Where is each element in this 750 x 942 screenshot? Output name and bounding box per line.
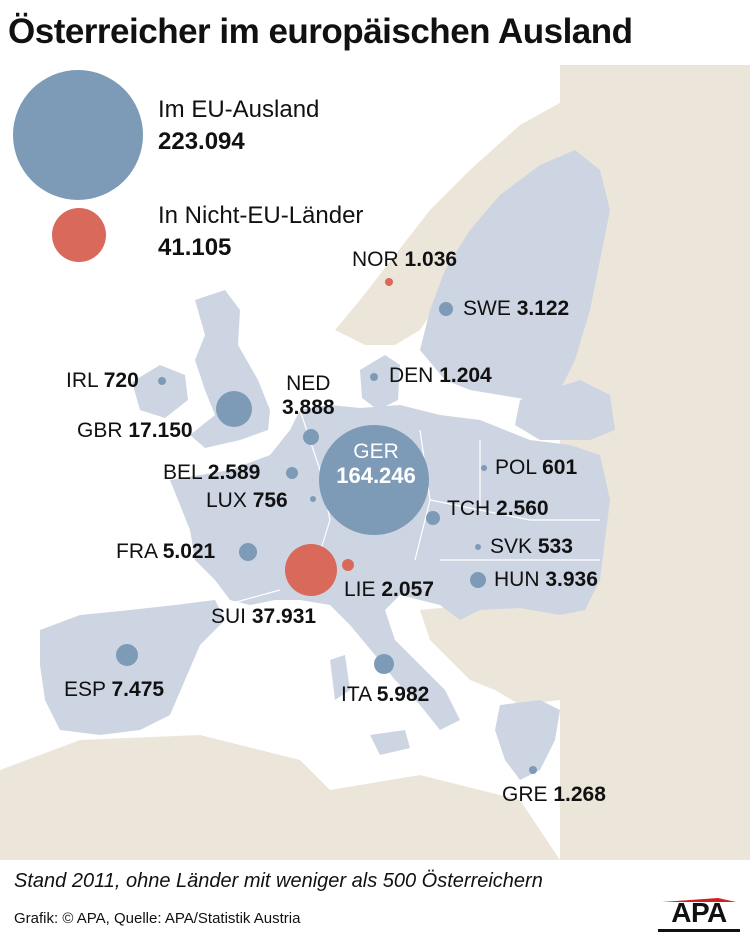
label-ger: GER 164.246 bbox=[336, 440, 416, 488]
europe-map bbox=[0, 65, 750, 860]
legend-noneu-circle bbox=[52, 208, 106, 262]
bubble-ned bbox=[303, 429, 319, 445]
bubble-den bbox=[370, 373, 378, 381]
apa-logo bbox=[658, 898, 740, 932]
land-sardinia bbox=[330, 655, 350, 700]
land-background-africa bbox=[0, 735, 560, 860]
bubble-ita bbox=[374, 654, 394, 674]
footnote: Stand 2011, ohne Länder mit weniger als … bbox=[14, 870, 543, 892]
legend-eu-circle bbox=[13, 70, 143, 200]
label-bel: BEL 2.589 bbox=[163, 461, 261, 484]
label-gbr: GBR 17.150 bbox=[77, 419, 193, 442]
bubble-bel bbox=[286, 467, 298, 479]
land-balkans bbox=[420, 600, 590, 705]
label-lux: LUX 756 bbox=[206, 489, 288, 512]
bubble-esp bbox=[116, 644, 138, 666]
land-sicily bbox=[370, 730, 410, 755]
legend-noneu-label: In Nicht-EU-Länder bbox=[158, 202, 364, 229]
bubble-tch bbox=[426, 511, 440, 525]
land-ireland bbox=[132, 365, 188, 418]
label-lie: LIE 2.057 bbox=[344, 578, 434, 601]
legend-eu-label: Im EU-Ausland bbox=[158, 96, 320, 123]
bubble-lie bbox=[342, 559, 354, 571]
legend-noneu-value: 41.105 bbox=[158, 234, 232, 261]
land-baltics bbox=[515, 380, 615, 440]
legend-eu-value: 223.094 bbox=[158, 128, 245, 155]
label-hun: HUN 3.936 bbox=[494, 568, 598, 591]
land-background-east bbox=[560, 65, 750, 860]
bubble-lux bbox=[310, 496, 316, 502]
label-nor: NOR 1.036 bbox=[352, 248, 458, 271]
label-svk: SVK 533 bbox=[490, 535, 573, 558]
source-credit: Grafik: © APA, Quelle: APA/Statistik Aus… bbox=[14, 910, 301, 927]
label-den: DEN 1.204 bbox=[389, 364, 492, 387]
bubble-fra bbox=[239, 543, 257, 561]
land-greece bbox=[495, 700, 560, 780]
land-iberia bbox=[40, 600, 225, 735]
label-pol: POL 601 bbox=[495, 456, 578, 479]
bubble-ger bbox=[319, 425, 429, 535]
label-ita: ITA 5.982 bbox=[341, 683, 430, 706]
label-fra: FRA 5.021 bbox=[116, 540, 216, 563]
label-swe: SWE 3.122 bbox=[463, 297, 570, 320]
land-denmark bbox=[360, 355, 400, 410]
land-sweden-finland bbox=[420, 150, 610, 400]
map-title: Österreicher im europäischen Ausland bbox=[8, 12, 633, 51]
label-sui: SUI 37.931 bbox=[211, 605, 317, 628]
bubble-sui bbox=[285, 544, 337, 596]
bubble-hun bbox=[470, 572, 486, 588]
apa-logo-text: APA bbox=[671, 897, 727, 928]
bubble-gbr bbox=[216, 391, 252, 427]
bubble-swe bbox=[439, 302, 453, 316]
bubble-nor bbox=[385, 278, 393, 286]
label-gre: GRE 1.268 bbox=[502, 783, 606, 806]
bubble-pol bbox=[481, 465, 487, 471]
bubble-gre bbox=[529, 766, 537, 774]
bubble-irl bbox=[158, 377, 166, 385]
label-ned: NED 3.888 bbox=[282, 372, 335, 419]
bubbles bbox=[116, 278, 537, 774]
label-esp: ESP 7.475 bbox=[64, 678, 165, 701]
label-irl: IRL 720 bbox=[66, 369, 139, 392]
label-tch: TCH 2.560 bbox=[447, 497, 549, 520]
bubble-svk bbox=[475, 544, 481, 550]
land-continent bbox=[170, 405, 610, 730]
